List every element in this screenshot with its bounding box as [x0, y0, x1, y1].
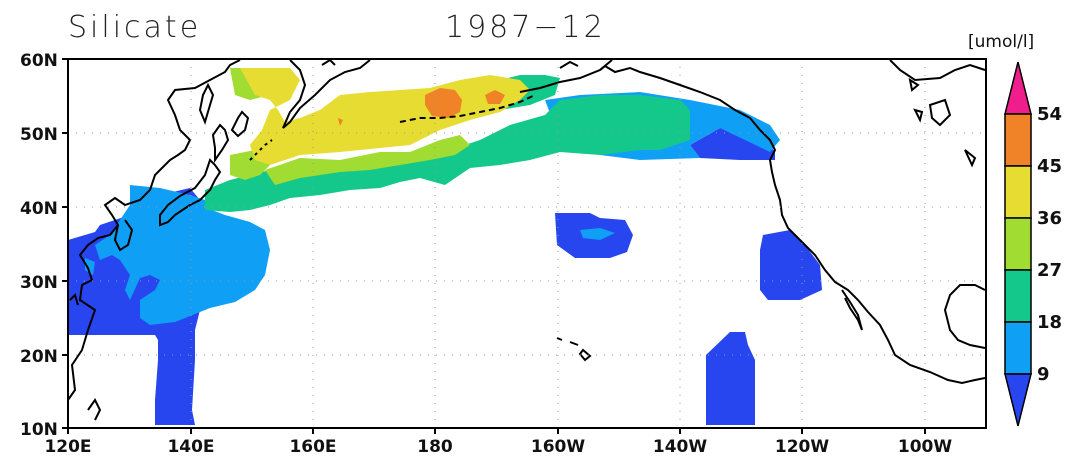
- colorbar-bottom-arrow: [1004, 373, 1032, 427]
- lon-label: 120E: [44, 437, 91, 457]
- latitude-labels: 60N 50N 40N 30N 20N 10N: [20, 51, 58, 440]
- colorbar-unit-label: [umol/l]: [968, 32, 1035, 52]
- lon-label: 160E: [289, 437, 336, 457]
- colorbar-level: 36: [1037, 208, 1062, 229]
- lon-label: 120W: [775, 437, 829, 457]
- colorbar-top-arrow: [1004, 61, 1032, 115]
- lon-label: 180: [417, 437, 453, 457]
- map-date-title: 1987−12: [445, 10, 606, 45]
- colorbar-level: 54: [1037, 104, 1062, 125]
- colorbar-segment-36to45: [1004, 165, 1032, 219]
- map-frame: [67, 58, 987, 429]
- longitude-labels: 120E 140E 160E 180 160W 140W 120W 100W: [44, 437, 952, 457]
- lat-label: 60N: [20, 51, 58, 71]
- gridlines: [68, 59, 986, 428]
- colorbar-level: 45: [1037, 156, 1062, 177]
- lon-label: 140W: [653, 437, 707, 457]
- colorbar-segment-9to18: [1004, 321, 1032, 375]
- lon-label: 100W: [898, 437, 952, 457]
- lat-label: 50N: [20, 125, 58, 145]
- map-variable-title: Silicate: [68, 10, 202, 45]
- silicate-field: [68, 68, 822, 425]
- lat-label: 10N: [20, 420, 58, 440]
- colorbar-segment-27to36: [1004, 217, 1032, 271]
- colorbar: 54 45 36 27 18 9: [1004, 61, 1062, 427]
- colorbar-level: 18: [1037, 312, 1062, 333]
- colorbar-segment-18to27: [1004, 269, 1032, 323]
- colorbar-level: 27: [1037, 260, 1062, 281]
- lat-label: 20N: [20, 347, 58, 367]
- region-45to54: [338, 88, 505, 126]
- lat-label: 30N: [20, 273, 58, 293]
- colorbar-segment-45to54: [1004, 113, 1032, 167]
- lon-label: 160W: [531, 437, 585, 457]
- axis-ticks: [62, 58, 926, 434]
- lon-label: 140E: [167, 437, 214, 457]
- region-36to45: [240, 68, 530, 165]
- coastlines: [67, 58, 986, 421]
- lat-label: 40N: [20, 199, 58, 219]
- colorbar-level: 9: [1037, 364, 1050, 385]
